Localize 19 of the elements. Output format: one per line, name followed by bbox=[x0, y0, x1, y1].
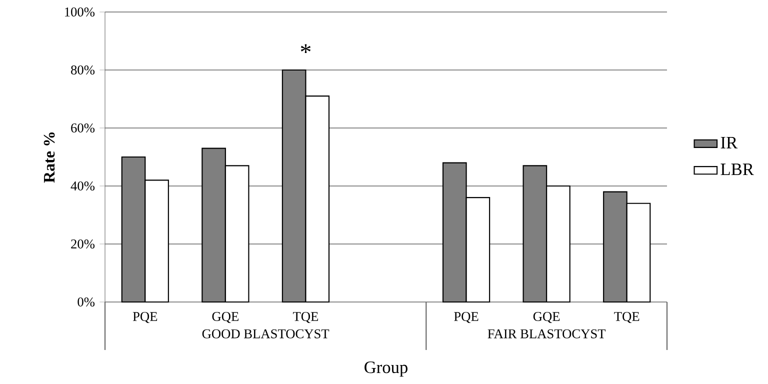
y-tick-label: 20% bbox=[71, 239, 95, 248]
x-tick-label: TQE bbox=[614, 312, 640, 324]
annotation: * bbox=[300, 44, 311, 54]
text: FAIR BLASTOCYST bbox=[488, 329, 606, 338]
y-tick-label: 40% bbox=[70, 181, 95, 191]
y-tick-label: 60% bbox=[71, 123, 95, 133]
y-tick-label: 80% bbox=[71, 65, 95, 75]
y-tick-label: 100% bbox=[65, 7, 95, 17]
x-tick-label: TQE bbox=[293, 312, 318, 324]
x-tick-label: GQE bbox=[212, 312, 238, 324]
text: GOOD BLASTOCYST bbox=[202, 329, 330, 338]
x-axis-title: Group bbox=[364, 362, 408, 377]
y-axis-title: Rate % bbox=[44, 132, 55, 183]
y-tick-label: 0% bbox=[78, 297, 95, 306]
x-tick-label: PQE bbox=[132, 312, 158, 324]
x-tick-label: PQE bbox=[454, 312, 478, 324]
legend-label: IR bbox=[720, 136, 738, 148]
legend-label: LBR bbox=[720, 164, 754, 176]
x-tick-label: GQE bbox=[533, 312, 560, 324]
